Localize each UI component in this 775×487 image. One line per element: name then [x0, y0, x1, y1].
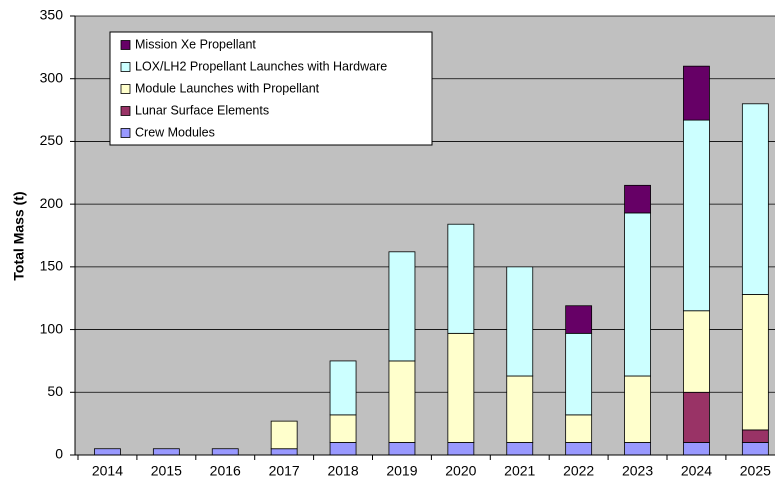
bar-segment — [624, 375, 651, 443]
bar-segment — [388, 360, 416, 443]
bar-segment — [741, 294, 769, 431]
legend-swatch — [120, 84, 131, 94]
bar-segment — [741, 103, 769, 295]
bar-segment — [565, 414, 593, 443]
bar-segment — [388, 251, 416, 362]
bar-segment — [447, 442, 475, 456]
x-tick-label: 2020 — [445, 463, 476, 479]
legend-swatch — [120, 62, 131, 72]
bar-segment — [741, 429, 769, 443]
bar-segment — [329, 360, 357, 416]
legend-box — [109, 31, 433, 146]
bar-segment — [94, 448, 121, 456]
x-tick-label: 2017 — [269, 463, 300, 479]
x-tick-label: 2022 — [563, 463, 594, 479]
bar-segment — [683, 442, 710, 456]
bar-segment — [565, 332, 593, 416]
y-tick-label: 350 — [40, 7, 64, 23]
x-tick-label: 2019 — [386, 463, 417, 479]
y-tick-label: 300 — [40, 69, 64, 85]
x-tick-label: 2024 — [681, 463, 712, 479]
bar-segment — [447, 223, 475, 334]
x-tick-label: 2025 — [740, 463, 771, 479]
bar-segment — [270, 448, 298, 456]
bar-segment — [447, 332, 475, 443]
bar-segment — [152, 448, 180, 456]
y-tick-label: 100 — [40, 320, 64, 336]
bar-segment — [565, 305, 593, 334]
x-tick-label: 2021 — [504, 463, 535, 479]
bar-segment — [683, 65, 710, 121]
x-tick-label: 2023 — [622, 463, 653, 479]
legend: Crew Modules Lunar Surface Elements Module… — [109, 31, 433, 146]
bar-segment — [329, 414, 357, 443]
bar-segment — [683, 391, 710, 443]
legend-label: Module Launches with Propellant — [135, 81, 320, 95]
bar-segment — [683, 310, 710, 393]
x-tick-label: 2015 — [151, 463, 182, 479]
bar-segment — [624, 184, 651, 214]
x-tick-label: 2016 — [210, 463, 241, 479]
y-tick-label: 250 — [40, 132, 64, 148]
legend-label: LOX/LH2 Propellant Launches with Hardwar… — [135, 59, 387, 73]
bar-segment — [565, 442, 593, 456]
y-tick-label: 0 — [55, 446, 63, 462]
x-tick-label: 2018 — [327, 463, 358, 479]
x-tick-label: 2014 — [92, 463, 123, 479]
bar-segment — [624, 212, 651, 377]
legend-swatch — [120, 128, 131, 138]
bar-segment — [388, 442, 416, 456]
legend-label: Lunar Surface Elements — [135, 103, 269, 117]
bar-segment — [506, 375, 534, 443]
bar-segment — [506, 266, 534, 377]
legend-label: Crew Modules — [135, 125, 215, 139]
legend-swatch — [120, 106, 131, 116]
bar-segment — [683, 119, 710, 312]
bar-segment — [211, 448, 239, 456]
y-tick-label: 200 — [40, 195, 64, 211]
bar-segment — [329, 442, 357, 456]
y-axis-title: Total Mass (t) — [11, 191, 27, 280]
y-tick-label: 150 — [40, 258, 64, 274]
bar-segment — [741, 442, 769, 456]
bar-segment — [624, 442, 651, 456]
legend-label: Mission Xe Propellant — [135, 37, 256, 51]
bar-segment — [506, 442, 534, 456]
y-tick-label: 50 — [47, 383, 63, 399]
legend-swatch — [120, 40, 131, 50]
bar-segment — [270, 420, 298, 450]
